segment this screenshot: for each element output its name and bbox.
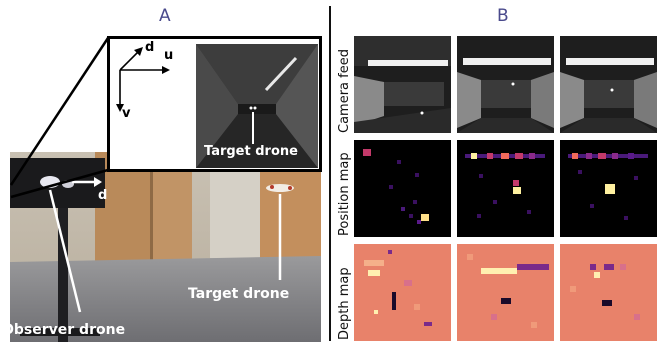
u-axis-label: u (164, 48, 174, 63)
d-world-axis-label: d (98, 188, 108, 203)
target-drone-inset-caption: Target drone (204, 144, 298, 159)
camera-axes (116, 47, 170, 112)
depth-map-2 (457, 244, 554, 341)
camera-feed-2 (457, 36, 554, 133)
row-label-depth: Depth map (337, 267, 352, 340)
d-axis-label: d (145, 40, 155, 55)
position-map-2 (457, 140, 554, 237)
panel-b-label: B (497, 6, 509, 26)
position-map-3 (560, 140, 657, 237)
observer-drone-caption: Observer drone (10, 322, 126, 338)
v-axis-label: v (122, 106, 131, 121)
panel-a-label: A (159, 6, 171, 26)
row-label-position: Position map (337, 152, 352, 236)
camera-feed-1 (354, 36, 451, 133)
depth-map-3 (560, 244, 657, 341)
position-map-1 (354, 140, 451, 237)
inset-camera-image: Target drone (196, 44, 318, 168)
depth-map-1 (354, 244, 451, 341)
target-drone-photo-caption: Target drone (188, 286, 290, 302)
row-label-camera: Camera feed (337, 49, 352, 133)
camera-feed-3 (560, 36, 657, 133)
panel-divider (329, 6, 331, 341)
